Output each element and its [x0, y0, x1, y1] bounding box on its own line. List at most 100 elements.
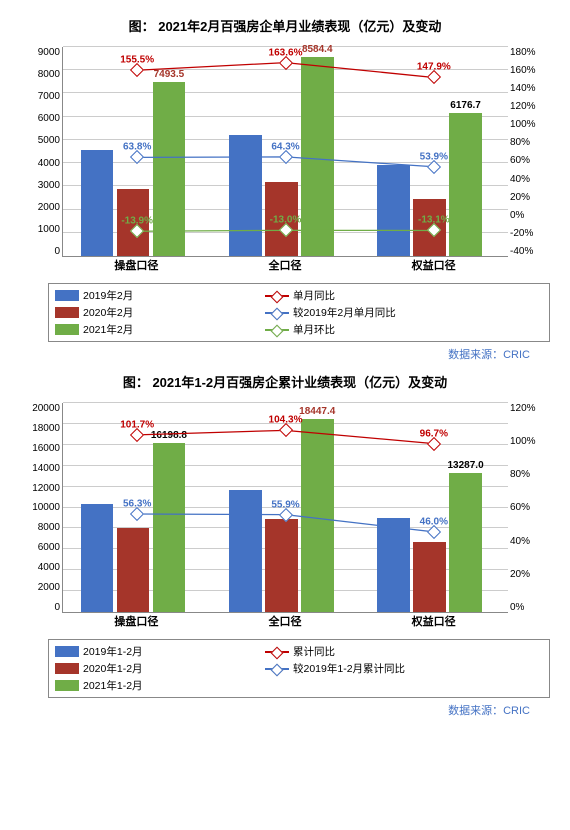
y-tick: 60% — [510, 502, 550, 513]
y-tick: 20000 — [20, 403, 60, 414]
legend-swatch — [55, 663, 79, 674]
line-label: -13.1% — [418, 215, 450, 226]
y-tick: 7000 — [20, 91, 60, 102]
chart-2-legend: 2019年1-2月 累计同比 2020年1-2月 较2019年1-2月累计同比 2021… — [48, 639, 550, 698]
source-label: 数据来源：CRIC — [20, 702, 530, 718]
y-tick: 5000 — [20, 135, 60, 146]
y-tick: -20% — [510, 228, 550, 239]
legend-label: 2019年1-2月 — [83, 644, 143, 659]
legend-swatch — [55, 290, 79, 301]
y-tick: 20% — [510, 192, 550, 203]
legend-label: 累计同比 — [293, 644, 335, 659]
legend-label: 2020年2月 — [83, 305, 133, 320]
x-label: 操盘口径 — [62, 613, 211, 633]
y-tick: 2000 — [20, 582, 60, 593]
legend-item: 2019年2月 — [55, 288, 255, 303]
y-tick: 2000 — [20, 202, 60, 213]
y-tick: 0 — [20, 246, 60, 257]
legend-label: 2021年2月 — [83, 322, 133, 337]
y-tick: 10000 — [20, 502, 60, 513]
x-label: 权益口径 — [359, 613, 508, 633]
y-tick: 4000 — [20, 562, 60, 573]
legend-label: 2019年2月 — [83, 288, 133, 303]
legend-label: 较2019年2月单月同比 — [293, 305, 396, 320]
line-label: 155.5% — [120, 55, 154, 66]
x-axis-labels: 操盘口径全口径权益口径 — [62, 613, 508, 633]
legend-swatch — [55, 680, 79, 691]
y-tick: 14000 — [20, 463, 60, 474]
y-tick: 100% — [510, 436, 550, 447]
x-axis-labels: 操盘口径全口径权益口径 — [62, 257, 508, 277]
y-tick: 180% — [510, 47, 550, 58]
legend-label: 2020年1-2月 — [83, 661, 143, 676]
chart-1-area: 9000800070006000500040003000200010000 18… — [20, 47, 550, 277]
y-tick: 16000 — [20, 443, 60, 454]
y-tick: 8000 — [20, 522, 60, 533]
line-label: 53.9% — [420, 151, 448, 162]
legend-swatch — [265, 295, 289, 297]
legend-item: 2021年2月 — [55, 322, 255, 337]
source-label: 数据来源：CRIC — [20, 346, 530, 362]
line-label: -13.0% — [270, 215, 302, 226]
line-label: 46.0% — [420, 516, 448, 527]
legend-item: 较2019年1-2月累计同比 — [265, 661, 465, 676]
line-label: 56.3% — [123, 499, 151, 510]
legend-swatch — [265, 668, 289, 670]
chart-2-area: 2000018000160001400012000100008000600040… — [20, 403, 550, 633]
line-label: 55.9% — [271, 499, 299, 510]
y-tick: 40% — [510, 536, 550, 547]
y-tick: 80% — [510, 137, 550, 148]
legend-item: 2020年1-2月 — [55, 661, 255, 676]
y-tick: 18000 — [20, 423, 60, 434]
y-tick: 4000 — [20, 158, 60, 169]
x-label: 全口径 — [211, 613, 360, 633]
y-axis-right: 180%160%140%120%100%80%60%40%20%0%-20%-4… — [510, 47, 550, 257]
y-axis-right: 120%100%80%60%40%20%0% — [510, 403, 550, 613]
line-label: 63.8% — [123, 142, 151, 153]
legend-item: 单月环比 — [265, 322, 465, 337]
line-label: 163.6% — [269, 47, 303, 58]
y-tick: 80% — [510, 469, 550, 480]
plot-area: 16198.818447.413287.0101.7%104.3%96.7%56… — [62, 403, 508, 613]
y-tick: 0% — [510, 210, 550, 221]
legend-swatch — [55, 307, 79, 318]
legend-item: 较2019年2月单月同比 — [265, 305, 465, 320]
legend-label: 较2019年1-2月累计同比 — [293, 661, 405, 676]
legend-item: 单月同比 — [265, 288, 465, 303]
y-tick: 100% — [510, 119, 550, 130]
chart-2-title: 图： 2021年1-2月百强房企累计业绩表现（亿元）及变动 — [20, 372, 550, 391]
line-label: 96.7% — [420, 428, 448, 439]
x-label: 全口径 — [211, 257, 360, 277]
y-tick: 0% — [510, 602, 550, 613]
y-tick: 12000 — [20, 483, 60, 494]
legend-label: 单月同比 — [293, 288, 335, 303]
y-tick: 20% — [510, 569, 550, 580]
y-tick: 40% — [510, 174, 550, 185]
y-tick: 0 — [20, 602, 60, 613]
y-tick: -40% — [510, 246, 550, 257]
chart-1: 图： 2021年2月百强房企单月业绩表现（亿元）及变动 9000 8000 7000… — [20, 16, 550, 362]
legend-swatch — [55, 646, 79, 657]
y-tick: 6000 — [20, 113, 60, 124]
chart-2: 图： 2021年1-2月百强房企累计业绩表现（亿元）及变动 2000018000… — [20, 372, 550, 718]
legend-swatch — [55, 324, 79, 335]
y-tick: 6000 — [20, 542, 60, 553]
legend-item: 2021年1-2月 — [55, 678, 255, 693]
y-axis-left: 2000018000160001400012000100008000600040… — [20, 403, 60, 613]
page: 图： 2021年2月百强房企单月业绩表现（亿元）及变动 9000 8000 7000… — [0, 0, 570, 830]
line-label: 147.9% — [417, 62, 451, 73]
y-tick: 9000 — [20, 47, 60, 58]
line-label: 104.3% — [269, 415, 303, 426]
legend-label: 2021年1-2月 — [83, 678, 143, 693]
legend-item: 2020年2月 — [55, 305, 255, 320]
x-label: 操盘口径 — [62, 257, 211, 277]
y-tick: 8000 — [20, 69, 60, 80]
y-tick: 120% — [510, 101, 550, 112]
chart-1-title: 图： 2021年2月百强房企单月业绩表现（亿元）及变动 — [20, 16, 550, 35]
legend-swatch — [265, 312, 289, 314]
legend-item: 累计同比 — [265, 644, 465, 659]
chart-1-legend: 2019年2月 单月同比 2020年2月 较2019年2月单月同比 2021年2月 单月环… — [48, 283, 550, 342]
plot-area: 7493.58584.46176.7155.5%163.6%147.9%63.8… — [62, 47, 508, 257]
line-label: 64.3% — [271, 142, 299, 153]
legend-swatch — [265, 651, 289, 653]
